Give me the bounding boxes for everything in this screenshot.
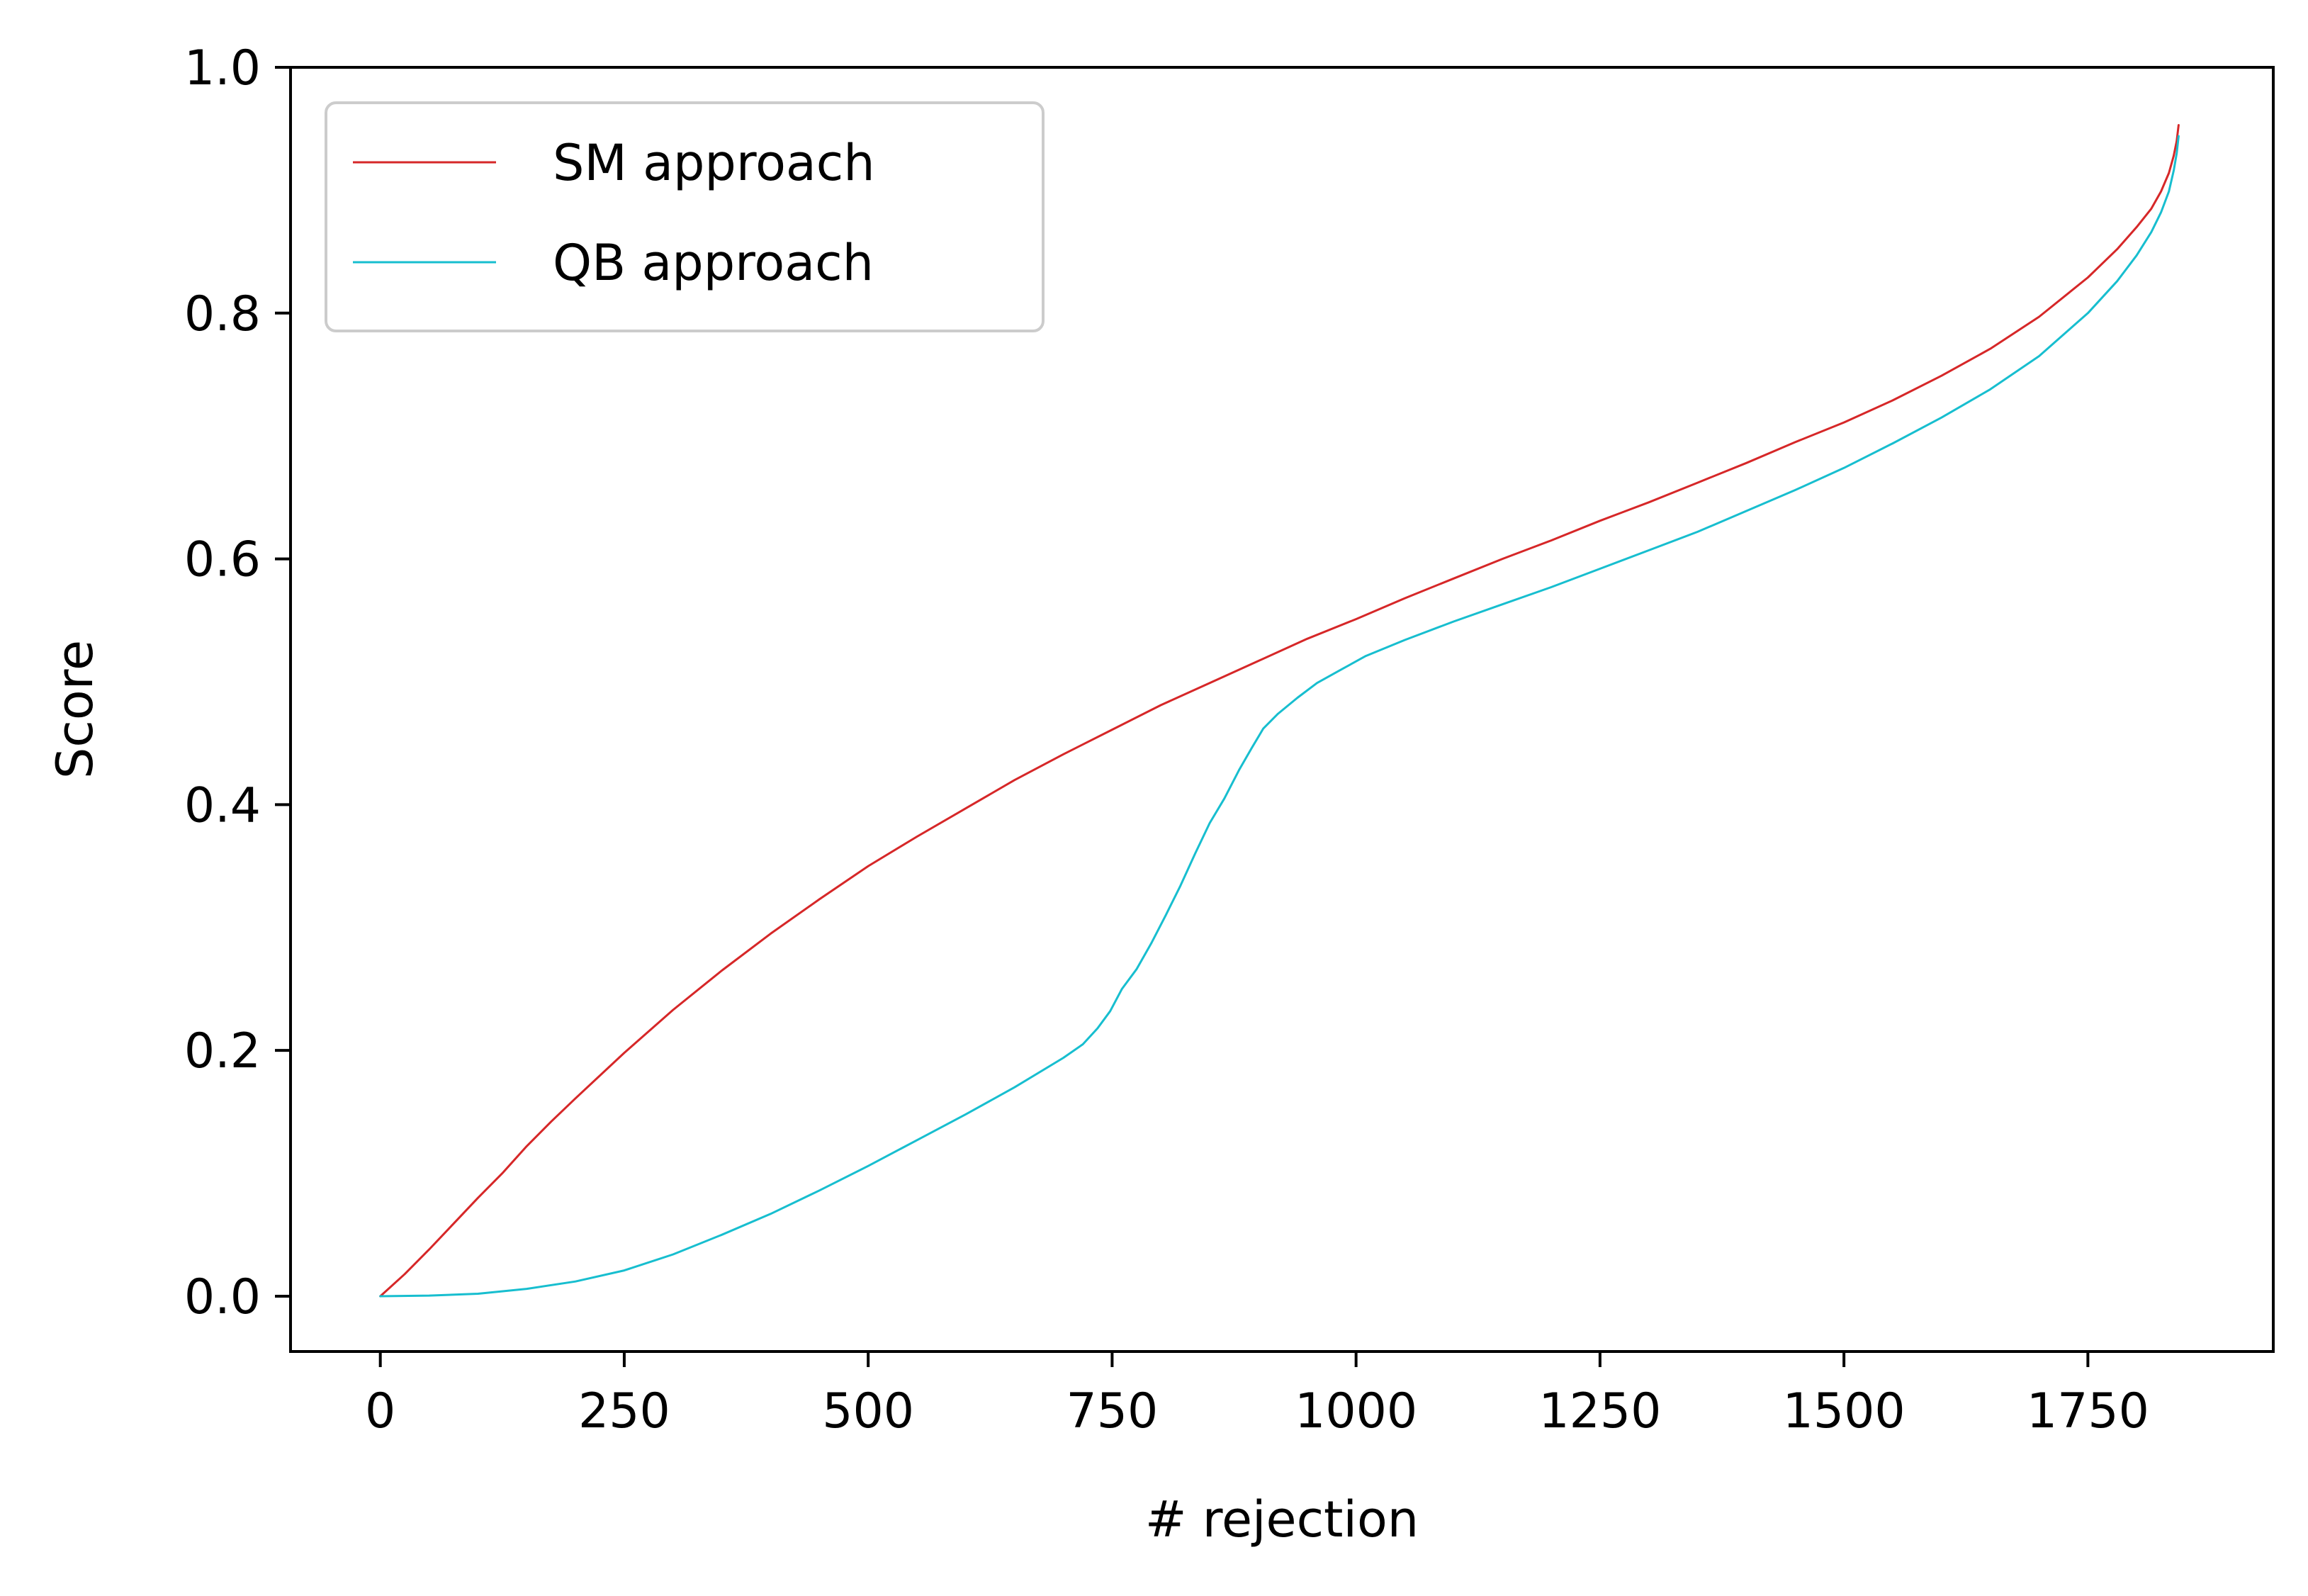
x-tick-label: 1250 (1538, 1383, 1661, 1439)
legend-label-sm-approach: SM approach (553, 134, 875, 192)
y-tick-label: 1.0 (184, 40, 261, 96)
y-tick-label: 0.2 (184, 1023, 261, 1079)
axes-frame (289, 66, 2275, 1353)
x-axis-ticks: 0 250 500 750 1000 1250 1500 1750 (365, 1351, 2149, 1439)
legend: SM approach QB approach (325, 101, 1045, 332)
y-tick-label: 0.8 (184, 286, 261, 342)
y-tick-label: 0.6 (184, 532, 261, 588)
series-line-sm-approach (379, 124, 2180, 1298)
y-axis-ticks: 0.0 0.2 0.4 0.6 0.8 1.0 (184, 40, 291, 1325)
y-tick-label: 0.4 (184, 777, 261, 833)
y-axis-title: Score (46, 640, 104, 779)
plot-area (289, 66, 2275, 1353)
x-axis-title: # rejection (1145, 1490, 1419, 1549)
x-tick-label: 0 (365, 1383, 395, 1439)
x-tick-label: 250 (578, 1383, 670, 1439)
series-line-qb-approach (379, 135, 2180, 1298)
x-tick-label: 500 (822, 1383, 914, 1439)
series-layer (379, 124, 2180, 1298)
y-tick-label: 0.0 (184, 1269, 261, 1325)
legend-box (325, 101, 1045, 332)
x-tick-label: 750 (1066, 1383, 1159, 1439)
x-tick-label: 1500 (1783, 1383, 1905, 1439)
x-tick-label: 1750 (2027, 1383, 2149, 1439)
x-tick-label: 1000 (1295, 1383, 1417, 1439)
legend-label-qb-approach: QB approach (553, 234, 874, 292)
